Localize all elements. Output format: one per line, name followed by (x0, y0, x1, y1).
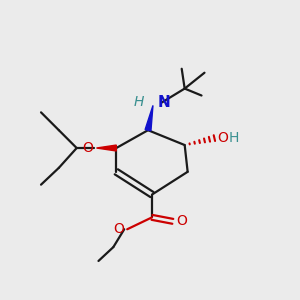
Polygon shape (145, 105, 153, 131)
Text: O: O (83, 141, 94, 155)
Text: O: O (218, 131, 228, 145)
Text: O: O (113, 222, 124, 236)
Text: H: H (228, 131, 239, 145)
Text: N: N (158, 95, 171, 110)
Text: O: O (176, 214, 187, 228)
Polygon shape (97, 145, 116, 151)
Text: H: H (134, 95, 144, 110)
